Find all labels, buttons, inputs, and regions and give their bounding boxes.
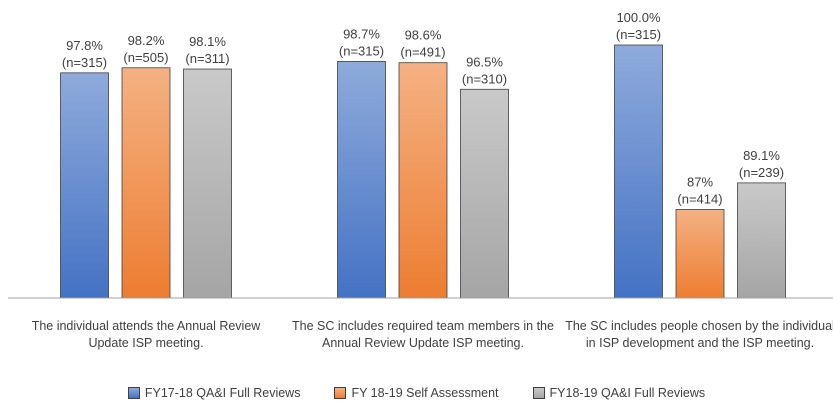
data-label-n: (n=310) bbox=[462, 71, 507, 86]
bar bbox=[183, 68, 232, 299]
legend-swatch bbox=[127, 387, 140, 399]
data-label: 98.6% bbox=[405, 28, 442, 43]
data-label: 96.5% bbox=[466, 54, 503, 69]
bar bbox=[614, 44, 663, 299]
legend-label: FY17-18 QA&I Full Reviews bbox=[144, 386, 301, 400]
data-label: 97.8% bbox=[66, 38, 103, 53]
legend: FY17-18 QA&I Full Reviews FY 18-19 Self A… bbox=[0, 386, 833, 400]
bar bbox=[337, 61, 386, 299]
data-label: 89.1% bbox=[743, 148, 780, 163]
bar bbox=[121, 67, 171, 299]
x-tick-label: The individual attends the Annual Review… bbox=[31, 319, 261, 350]
legend-swatch bbox=[532, 387, 545, 399]
legend-item: FY17-18 QA&I Full Reviews bbox=[127, 386, 301, 400]
data-label: 100.0% bbox=[616, 10, 661, 25]
data-label-n: (n=239) bbox=[739, 165, 784, 180]
data-label-n: (n=311) bbox=[185, 51, 229, 66]
data-label-n: (n=505) bbox=[123, 50, 168, 65]
bar bbox=[398, 62, 448, 299]
data-label-n: (n=491) bbox=[400, 45, 445, 60]
data-label: 87% bbox=[687, 174, 713, 189]
legend-item: FY18-19 QA&I Full Reviews bbox=[532, 386, 706, 400]
data-label-n: (n=315) bbox=[62, 55, 107, 70]
x-tick-label: The SC includes people chosen by the ind… bbox=[565, 319, 833, 350]
data-label: 98.1% bbox=[189, 34, 226, 49]
legend-swatch bbox=[334, 387, 347, 399]
bar bbox=[460, 88, 509, 299]
legend-label: FY 18-19 Self Assessment bbox=[351, 386, 499, 400]
legend-item: FY 18-19 Self Assessment bbox=[334, 386, 499, 400]
bar bbox=[737, 182, 786, 299]
x-tick-label: The SC includes required team members in… bbox=[292, 319, 554, 350]
bar bbox=[675, 209, 725, 299]
data-label-n: (n=315) bbox=[616, 27, 661, 42]
data-label: 98.2% bbox=[128, 33, 165, 48]
data-label-n: (n=414) bbox=[677, 191, 722, 206]
data-label: 98.7% bbox=[343, 26, 380, 41]
bar bbox=[60, 72, 109, 299]
legend-label: FY18-19 QA&I Full Reviews bbox=[549, 386, 706, 400]
data-label-n: (n=315) bbox=[339, 43, 384, 58]
